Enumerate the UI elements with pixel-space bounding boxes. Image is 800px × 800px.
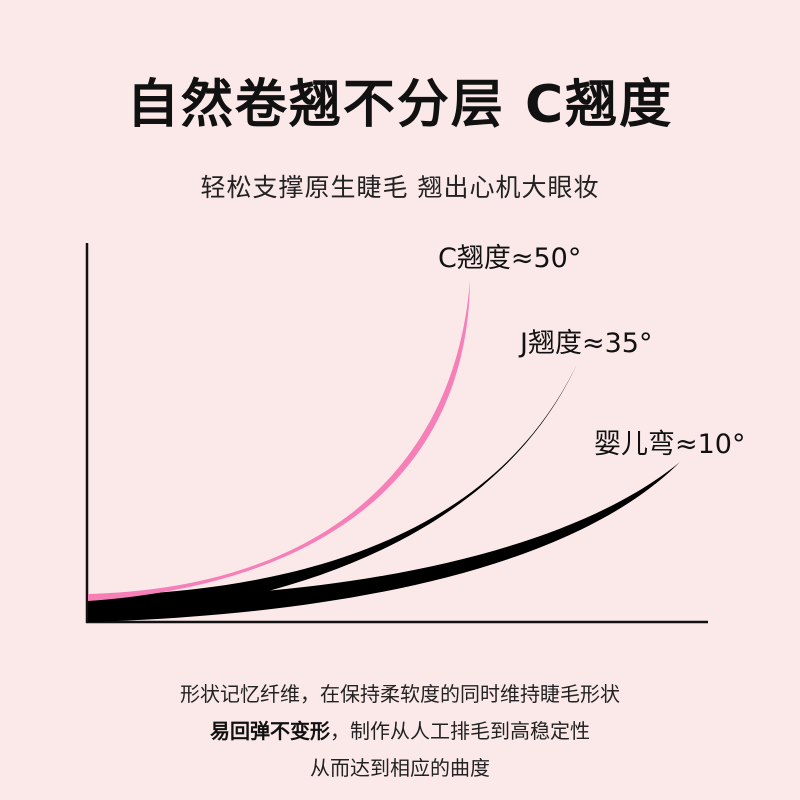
desc-line: 从而达到相应的曲度 xyxy=(310,756,490,780)
subtitle: 轻松支撑原生睫毛 翘出心机大眼妆 xyxy=(200,173,600,202)
c-curl xyxy=(88,280,470,601)
desc-text: ，制作从人工排毛到高稳定性 xyxy=(330,719,590,743)
desc-line: 易回弹不变形，制作从人工排毛到高稳定性 xyxy=(0,713,800,750)
description: 形状记忆纤维，在保持柔软度的同时维持睫毛形状 易回弹不变形，制作从人工排毛到高稳… xyxy=(0,676,800,787)
desc-line: 形状记忆纤维，在保持柔软度的同时维持睫毛形状 xyxy=(180,682,620,706)
title: 自然卷翘不分层 C翘度 xyxy=(126,75,674,135)
emphasis: 易回弹不变形 xyxy=(210,719,330,743)
curve-label: C翘度≈50° xyxy=(438,243,581,274)
curve-label: 婴儿弯≈10° xyxy=(594,429,745,460)
j-curl xyxy=(88,364,577,620)
curve-label: J翘度≈35° xyxy=(518,328,652,359)
